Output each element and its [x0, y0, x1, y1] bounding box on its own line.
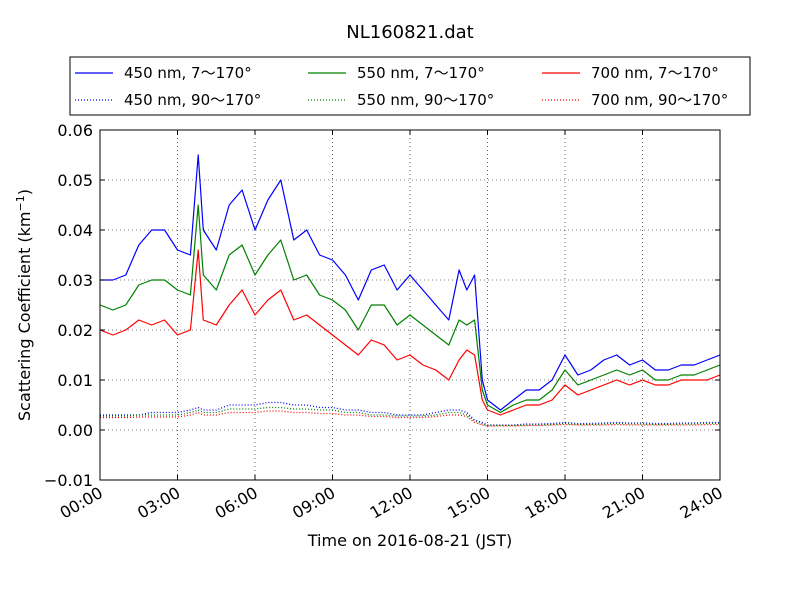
y-axis-label-exponent: −1 — [14, 195, 27, 211]
legend-label-2: 550 nm, 7～170° — [357, 64, 485, 82]
y-tick-label: −0.01 — [44, 471, 93, 490]
series-line-0 — [100, 154, 721, 411]
series-line-5 — [100, 410, 720, 427]
chart-title: NL160821.dat — [346, 22, 473, 43]
x-tick-label: 18:00 — [522, 483, 571, 523]
y-tick-label: 0.00 — [57, 421, 93, 440]
y-tick-label: 0.04 — [57, 221, 93, 240]
y-tick-label: 0.03 — [57, 271, 93, 290]
series-line-3 — [100, 406, 720, 427]
series-line-2 — [99, 204, 721, 414]
series-line-4 — [99, 249, 721, 416]
legend-label-1: 450 nm, 90～170° — [124, 91, 261, 109]
y-tick-label: 0.06 — [57, 121, 93, 140]
plot-background — [100, 130, 720, 480]
y-tick-label: 0.05 — [57, 171, 93, 190]
legend-label-5: 700 nm, 90～170° — [591, 91, 728, 109]
x-tick-label: 24:00 — [677, 483, 726, 523]
y-tick-label: 0.01 — [57, 371, 93, 390]
plot-area: 00:00 03:00 06:00 09:00 12:00 15:00 18:00 21:00… — [44, 121, 726, 523]
legend: 450 nm, 7～170° 450 nm, 90～170° 550 nm, 7～1… — [69, 56, 751, 116]
series-layer — [99, 154, 721, 427]
series-line-1 — [100, 401, 720, 426]
legend-frame — [69, 56, 751, 116]
x-tick-label: 06:00 — [212, 483, 261, 523]
x-axis-label: Time on 2016-08-21 (JST) — [307, 531, 512, 550]
x-tick-label: 15:00 — [444, 483, 493, 523]
y-axis-label-main: Scattering Coefficient (km — [15, 211, 34, 421]
x-tick-label: 12:00 — [367, 483, 416, 523]
legend-label-4: 700 nm, 7～170° — [591, 64, 719, 82]
y-axis-label-close: ) — [15, 189, 34, 195]
x-tick-label: 21:00 — [599, 483, 648, 523]
y-tick-label: 0.02 — [57, 321, 93, 340]
x-tick-label: 09:00 — [289, 483, 338, 523]
legend-label-3: 550 nm, 90～170° — [357, 91, 494, 109]
x-tick-label: 03:00 — [134, 483, 183, 523]
legend-label-0: 450 nm, 7～170° — [124, 64, 252, 82]
y-axis-label: Scattering Coefficient (km−1) — [14, 189, 34, 421]
